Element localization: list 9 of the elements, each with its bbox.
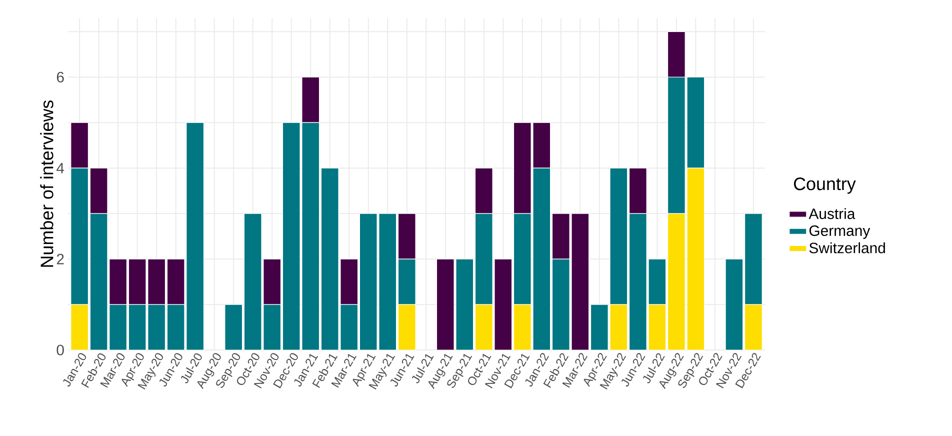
y-axis-title: Number of interviews	[40, 100, 54, 267]
legend-label: Switzerland	[809, 242, 885, 254]
legend-label: Austria	[808, 208, 856, 220]
y-tick-label: 2	[56, 254, 64, 264]
legend-title: Country	[794, 178, 856, 194]
y-tick-label: 4	[56, 162, 64, 174]
y-tick-label: 6	[56, 72, 64, 82]
legend-label: Germany	[809, 225, 870, 239]
y-tick-label: 0	[56, 344, 64, 356]
